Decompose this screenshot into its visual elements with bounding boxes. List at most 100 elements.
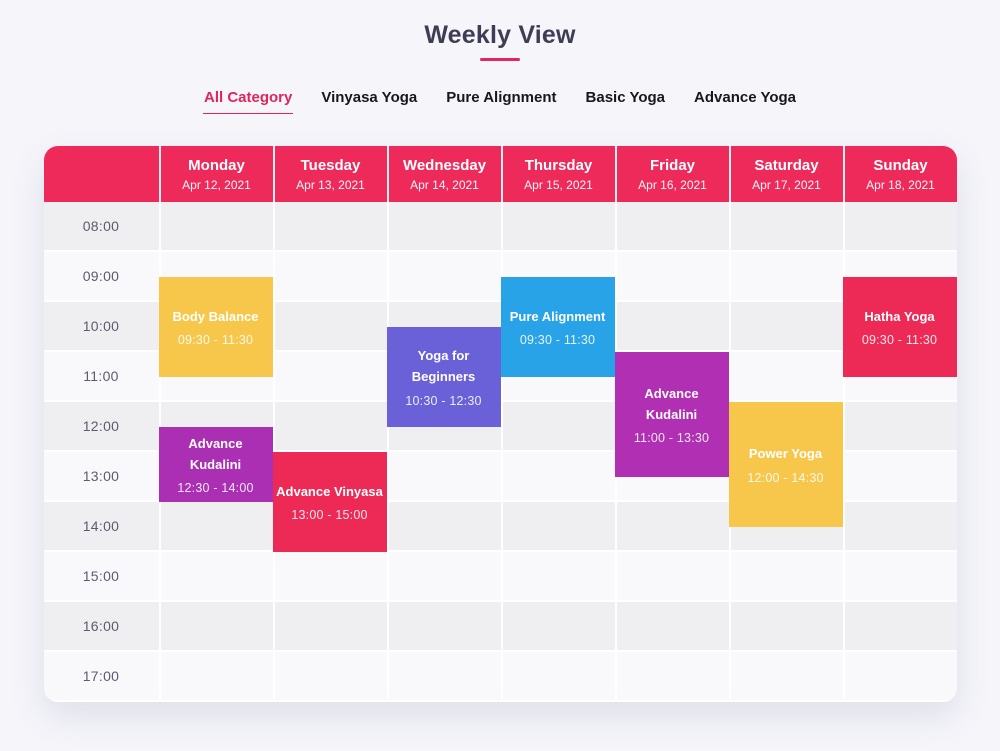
grid-cell — [158, 502, 273, 550]
grid-cell — [272, 352, 387, 400]
grid-cell — [500, 452, 615, 500]
event-card-pure-alignment[interactable]: Pure Alignment 09:30 - 11:30 — [500, 277, 615, 377]
grid-cell — [500, 402, 615, 450]
grid-cell — [728, 652, 843, 700]
grid-cell — [614, 202, 729, 250]
event-card-advance-kudalini[interactable]: Advance Kudalini 11:00 - 13:30 — [614, 352, 729, 477]
event-time: 13:00 - 15:00 — [291, 508, 368, 523]
grid-cell — [728, 352, 843, 400]
day-date: Apr 13, 2021 — [296, 177, 365, 192]
event-card-power-yoga[interactable]: Power Yoga 12:00 - 14:30 — [728, 402, 843, 527]
grid-cell — [500, 652, 615, 700]
grid-cell — [272, 652, 387, 700]
grid-cell — [272, 252, 387, 300]
day-date: Apr 17, 2021 — [752, 177, 821, 192]
time-row: 08:00 — [43, 202, 957, 252]
day-name: Wednesday — [402, 156, 487, 174]
grid-cell — [386, 252, 501, 300]
time-label: 15:00 — [82, 568, 120, 584]
event-title: Advance Vinyasa — [276, 483, 383, 499]
event-title: Pure Alignment — [509, 308, 606, 324]
grid-cell — [842, 502, 957, 550]
grid-cell — [272, 602, 387, 650]
grid-cell — [614, 602, 729, 650]
grid-cell — [614, 552, 729, 600]
grid-cell — [158, 602, 273, 650]
grid-cell — [842, 452, 957, 500]
event-card-yoga-for-beginners[interactable]: Yoga for Beginners 10:30 - 12:30 — [386, 327, 501, 427]
grid-cell — [272, 552, 387, 600]
calendar-grid: 08:00 09:00 10:00 11:00 12:00 13:00 14:00 15:00… — [43, 202, 957, 702]
event-card-body-balance[interactable]: Body Balance 09:30 - 11:30 — [158, 277, 273, 377]
grid-cell — [386, 652, 501, 700]
day-name: Friday — [649, 156, 695, 174]
grid-cell — [842, 602, 957, 650]
grid-cell — [614, 302, 729, 350]
grid-cell — [500, 602, 615, 650]
event-title: Hatha Yoga — [864, 308, 935, 324]
grid-cell — [158, 402, 273, 450]
day-date: Apr 14, 2021 — [410, 177, 479, 192]
day-header-wednesday: Wednesday Apr 14, 2021 — [386, 146, 501, 202]
event-title: Power Yoga — [748, 446, 823, 462]
tab-basic-yoga[interactable]: Basic Yoga — [585, 89, 666, 114]
grid-cell — [728, 202, 843, 250]
event-card-advance-vinyasa[interactable]: Advance Vinyasa 13:00 - 15:00 — [272, 452, 387, 552]
event-title: Advance Kudalini — [188, 435, 243, 472]
title-section: Weekly View — [0, 0, 1000, 61]
grid-cell — [728, 602, 843, 650]
day-header-tuesday: Tuesday Apr 13, 2021 — [272, 146, 387, 202]
time-label: 13:00 — [82, 468, 120, 484]
grid-cell — [614, 252, 729, 300]
grid-cell — [500, 502, 615, 550]
tab-advance-yoga[interactable]: Advance Yoga — [693, 89, 797, 114]
grid-cell — [158, 552, 273, 600]
grid-cell — [500, 552, 615, 600]
event-title: Body Balance — [172, 308, 259, 324]
time-label: 11:00 — [83, 368, 119, 384]
grid-cell — [272, 302, 387, 350]
category-tabs: All Category Vinyasa Yoga Pure Alignment Ba… — [0, 89, 1000, 114]
event-time: 09:30 - 11:30 — [861, 333, 938, 348]
event-time: 12:00 - 14:30 — [747, 470, 824, 485]
day-name: Saturday — [754, 156, 819, 174]
time-label: 10:00 — [82, 318, 120, 334]
time-row: 17:00 — [43, 652, 957, 702]
grid-cell — [614, 502, 729, 550]
day-date: Apr 16, 2021 — [638, 177, 707, 192]
event-time: 09:30 - 11:30 — [177, 333, 254, 348]
event-time: 10:30 - 12:30 — [405, 393, 482, 408]
grid-cell — [842, 202, 957, 250]
time-label: 17:00 — [82, 668, 120, 684]
event-card-hatha-yoga[interactable]: Hatha Yoga 09:30 - 11:30 — [842, 277, 957, 377]
event-title: Advance Kudalini — [644, 385, 699, 422]
grid-cell — [842, 552, 957, 600]
grid-cell — [386, 602, 501, 650]
event-title: Yoga for Beginners — [411, 348, 476, 384]
tab-pure-alignment[interactable]: Pure Alignment — [445, 89, 557, 114]
day-date: Apr 15, 2021 — [524, 177, 593, 192]
grid-cell — [614, 652, 729, 700]
time-row: 16:00 — [43, 602, 957, 652]
event-time: 11:00 - 13:30 — [633, 431, 710, 446]
grid-cell — [386, 552, 501, 600]
grid-cell — [386, 452, 501, 500]
day-header-friday: Friday Apr 16, 2021 — [614, 146, 729, 202]
grid-cell — [386, 502, 501, 550]
time-row: 15:00 — [43, 552, 957, 602]
day-header-sunday: Sunday Apr 18, 2021 — [842, 146, 957, 202]
tab-vinyasa-yoga[interactable]: Vinyasa Yoga — [320, 89, 418, 114]
day-name: Thursday — [524, 156, 593, 174]
grid-cell — [842, 402, 957, 450]
time-label: 08:00 — [82, 218, 120, 234]
tab-all-category[interactable]: All Category — [202, 89, 294, 114]
calendar-header: Monday Apr 12, 2021 Tuesday Apr 13, 2021 Wed… — [43, 146, 957, 202]
time-label: 12:00 — [82, 418, 120, 434]
day-name: Monday — [188, 156, 245, 174]
day-name: Tuesday — [300, 156, 361, 174]
grid-cell — [728, 302, 843, 350]
event-card-advance-kudalini[interactable]: Advance Kudalini 12:30 - 14:00 — [158, 427, 273, 502]
grid-cell — [386, 302, 501, 350]
time-label: 16:00 — [82, 618, 120, 634]
page-title: Weekly View — [424, 21, 576, 49]
